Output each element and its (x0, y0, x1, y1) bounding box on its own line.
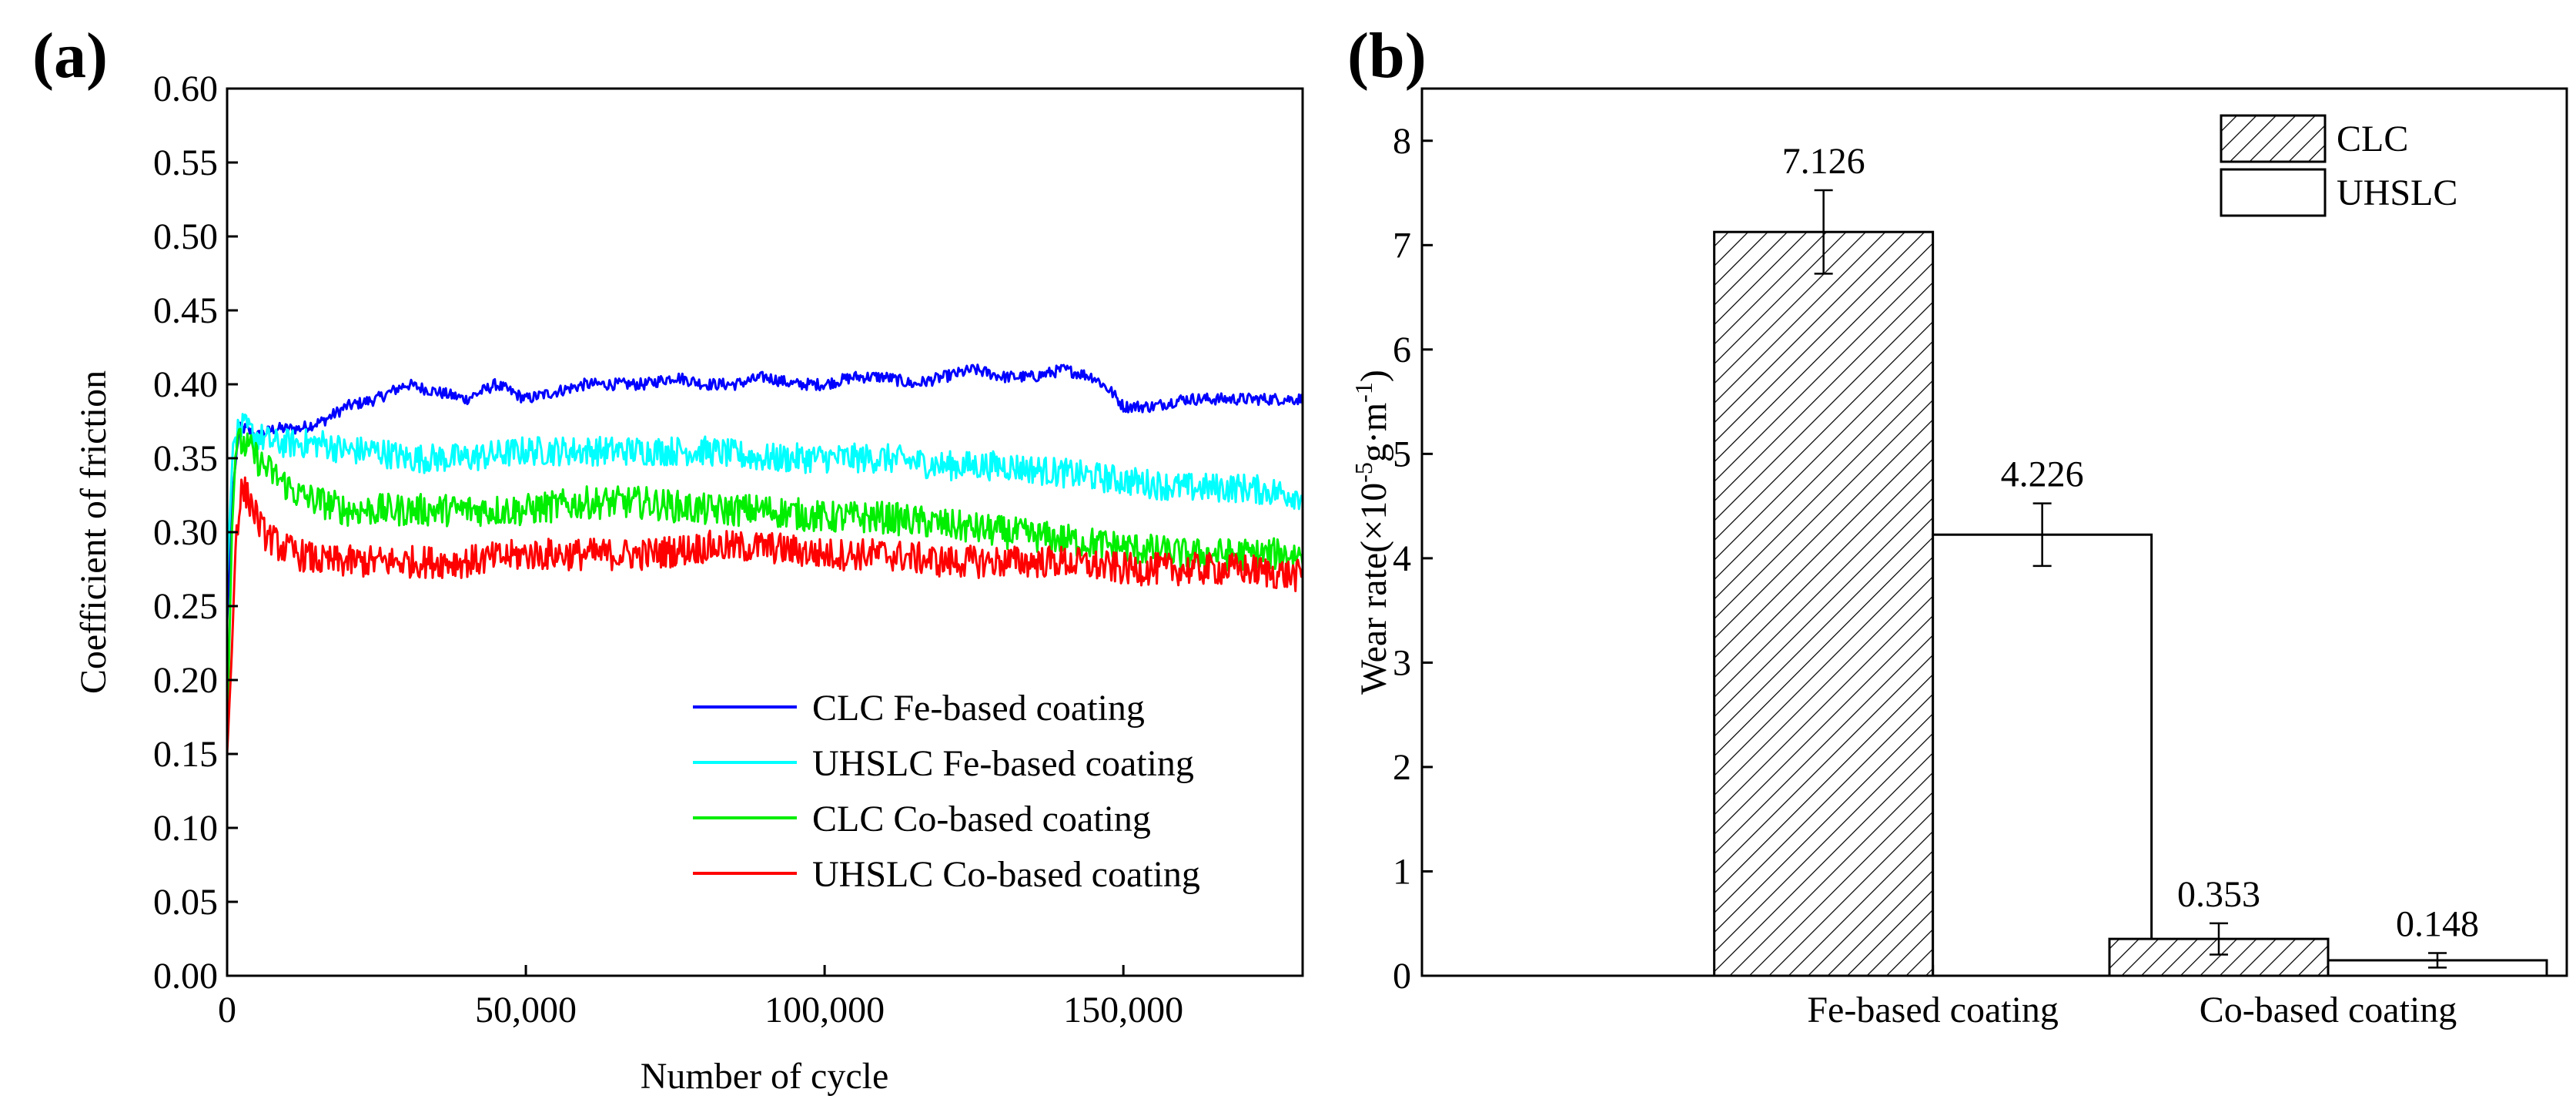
series-line-1 (227, 364, 1303, 621)
series-line-3 (227, 427, 1303, 739)
y-tick-label: 4 (1393, 538, 1411, 579)
y-tick-label: 0.40 (153, 364, 218, 405)
y-tick-label: 0.60 (153, 69, 218, 109)
y-tick-label: 0.05 (153, 882, 218, 923)
legend-swatch (2220, 114, 2327, 163)
y-axis-a: 0.00 0.05 0.10 0.15 0.20 0.25 0.30 0.35 0.40 0.45… (153, 69, 238, 997)
x-tick-label: 50,000 (475, 990, 577, 1030)
y-axis-title-b: Wear rate(×10-5g·m-1) (1350, 370, 1394, 695)
bar-clc-1 (1713, 230, 1935, 977)
bar-uhslc-1 (1932, 533, 2153, 977)
y-tick-label: 0.35 (153, 438, 218, 479)
series-line-4 (227, 476, 1303, 755)
x-axis-title-a: Number of cycle (641, 1056, 889, 1097)
y-tick-label: 0.50 (153, 216, 218, 257)
category-label: Co-based coating (2200, 990, 2457, 1030)
plot-frame-a (226, 87, 1304, 977)
y-tick-label: 3 (1393, 642, 1411, 683)
y-tick-label: 0.15 (153, 734, 218, 775)
y-tick-label: 0.55 (153, 142, 218, 183)
x-tick-label: 0 (218, 990, 236, 1030)
legend-label: UHSLC (2337, 173, 2457, 213)
y-tick-label: 7 (1393, 225, 1411, 266)
y-tick-label: 0.00 (153, 956, 218, 997)
bar-value-label: 7.126 (1782, 141, 1865, 182)
plot-frame-b (1420, 87, 2568, 977)
legend-label: UHSLC Co-based coating (812, 854, 1200, 895)
y-tick-label: 0.30 (153, 512, 218, 553)
y-tick-label: 2 (1393, 747, 1411, 788)
y-tick-label: 0 (1393, 956, 1411, 997)
y-tick-label: 5 (1393, 434, 1411, 474)
x-tick-label: 150,000 (1063, 990, 1183, 1030)
category-label: Fe-based coating (1807, 990, 2059, 1030)
y-tick-label: 0.25 (153, 586, 218, 627)
y-tick-label: 6 (1393, 330, 1411, 370)
series-line-2 (227, 413, 1303, 577)
y-axis-title-b-sup1: -5 (1350, 462, 1377, 483)
y-axis-title-b-mid: g·m (1353, 403, 1394, 462)
legend-label: CLC Co-based coating (812, 799, 1151, 839)
friction-series-group (227, 364, 1303, 755)
y-tick-label: 1 (1393, 851, 1411, 892)
y-tick-label: 0.10 (153, 808, 218, 849)
x-axis-a: 0 50,000 100,000 150,000 (218, 965, 1183, 1030)
y-axis-title-b-end: ) (1353, 370, 1394, 382)
y-tick-label: 8 (1393, 121, 1411, 162)
bar-value-label: 0.353 (2177, 874, 2260, 915)
y-axis-title-a: Coefficient of friction (73, 370, 114, 694)
legend-a: CLC Fe-based coating UHSLC Fe-based coati… (693, 688, 1200, 895)
panel-b-label: (b) (1347, 20, 1427, 92)
bar-value-label: 4.226 (2001, 454, 2084, 495)
legend-label: UHSLC Fe-based coating (812, 743, 1194, 784)
legend-swatch (2220, 168, 2327, 217)
y-axis-title-b-main: Wear rate(×10 (1353, 483, 1394, 695)
legend-label: CLC Fe-based coating (812, 688, 1145, 729)
y-tick-label: 0.20 (153, 660, 218, 701)
bar-group: 7.126 4.226 0.353 0.148 (1713, 141, 2548, 977)
y-tick-label: 0.45 (153, 290, 218, 331)
x-tick-label: 100,000 (764, 990, 885, 1030)
panel-a-label: (a) (32, 20, 108, 92)
legend-b: CLC UHSLC (2220, 114, 2457, 217)
panel-a: (a) 0.00 0.05 0.10 0.15 0.20 0.25 0.30 0.35 0.40… (32, 20, 1304, 1097)
panel-b: (b) 7.126 4.226 0.353 0.148 0 1 2 3 4 5 6 7 8 Fe-ba… (1347, 20, 2568, 1030)
legend-label: CLC (2337, 119, 2408, 159)
x-axis-b: Fe-based coating Co-based coating (1807, 965, 2457, 1030)
y-axis-b: 0 1 2 3 4 5 6 7 8 (1393, 121, 1433, 997)
bar-value-label: 0.148 (2396, 903, 2479, 944)
y-axis-title-b-sup2: -1 (1350, 382, 1377, 403)
